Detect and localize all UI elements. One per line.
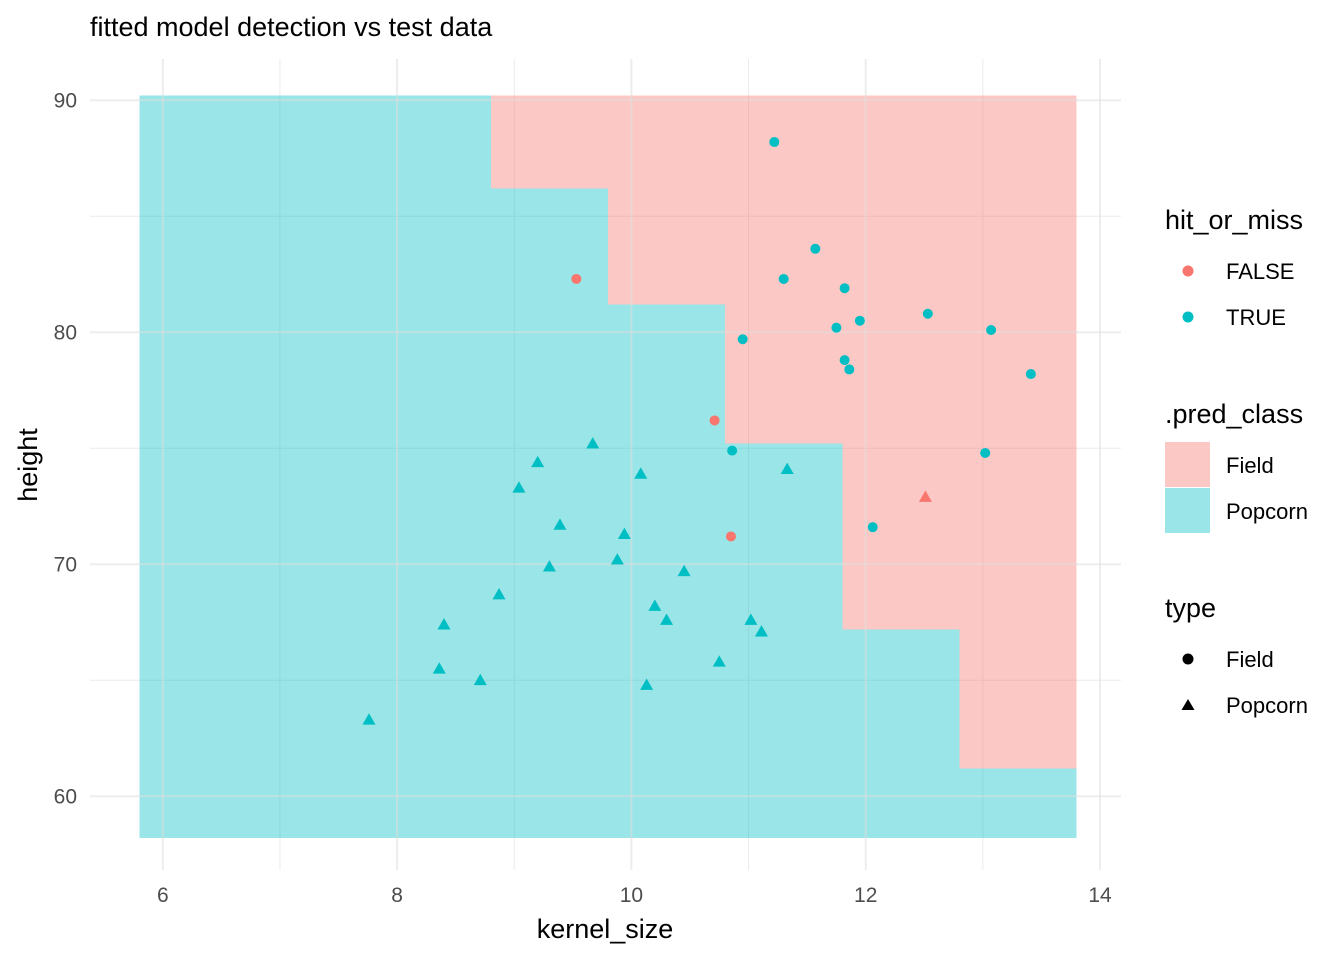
point-popcorn	[634, 467, 648, 479]
point-field	[709, 415, 720, 426]
legend-pred-class: .pred_class Field Popcorn	[1165, 399, 1308, 533]
point-field	[839, 283, 850, 294]
region-field	[725, 304, 1077, 444]
x-tick-label: 12	[854, 884, 877, 907]
point-field	[867, 522, 878, 533]
legend-title-pred-class: .pred_class	[1165, 399, 1303, 429]
point-field	[831, 322, 842, 333]
y-tick-label: 90	[54, 89, 77, 112]
point-field	[986, 324, 997, 335]
legend-type: type Field Popcorn	[1165, 593, 1308, 718]
x-tick-label: 14	[1088, 884, 1112, 907]
point-popcorn	[531, 455, 545, 468]
point-field	[844, 364, 855, 375]
plot-panel	[90, 59, 1121, 870]
x-tick-label: 6	[157, 884, 169, 907]
point-field	[922, 308, 933, 319]
legend-key-field-shape	[1182, 653, 1194, 665]
point-popcorn	[542, 560, 556, 572]
point-field	[980, 447, 991, 458]
y-axis-title: height	[13, 428, 43, 502]
point-popcorn	[744, 613, 758, 625]
point-popcorn	[617, 527, 631, 540]
point-popcorn	[553, 518, 567, 530]
legend-label-popcorn-region: Popcorn	[1226, 499, 1308, 524]
point-field	[737, 334, 748, 345]
x-axis-title: kernel_size	[537, 914, 674, 944]
region-popcorn	[490, 188, 608, 839]
point-popcorn	[648, 599, 662, 611]
legend-title-hit-or-miss: hit_or_miss	[1165, 205, 1303, 235]
legend-key-field-region	[1165, 442, 1210, 487]
grid-minor	[90, 59, 1121, 870]
region-field	[842, 443, 1077, 630]
point-popcorn	[660, 613, 674, 625]
prediction-regions	[139, 95, 1077, 839]
legend-key-popcorn-region	[1165, 488, 1210, 533]
point-field	[810, 243, 821, 254]
point-field	[1025, 369, 1036, 380]
legend: hit_or_miss FALSE TRUE .pred_class Field…	[1165, 205, 1308, 718]
point-field	[725, 531, 736, 542]
point-field	[727, 445, 738, 456]
point-popcorn	[780, 462, 794, 475]
point-field	[769, 137, 780, 148]
point-popcorn	[918, 490, 932, 502]
point-popcorn	[610, 553, 624, 565]
x-tick-label: 10	[620, 884, 643, 907]
region-field	[490, 95, 1077, 189]
x-axis-ticks: 6 8 10 12 14	[157, 884, 1112, 907]
point-popcorn	[362, 713, 376, 725]
y-tick-label: 80	[54, 321, 77, 344]
point-field	[839, 355, 850, 366]
region-popcorn	[959, 768, 1077, 839]
point-popcorn	[473, 673, 487, 686]
point-popcorn	[640, 678, 654, 690]
region-popcorn	[842, 629, 960, 839]
x-tick-label: 8	[391, 884, 403, 907]
point-popcorn	[677, 564, 691, 577]
legend-key-popcorn-shape	[1181, 699, 1195, 710]
point-popcorn	[712, 655, 726, 667]
point-field	[571, 273, 582, 284]
chart-title: fitted model detection vs test data	[90, 12, 493, 42]
legend-label-field-region: Field	[1226, 453, 1274, 478]
y-axis-ticks: 60 70 80 90	[54, 89, 77, 808]
point-popcorn	[437, 618, 451, 630]
legend-label-false: FALSE	[1226, 259, 1294, 284]
region-popcorn	[139, 95, 491, 839]
data-points	[362, 137, 1036, 725]
point-popcorn	[586, 437, 600, 449]
legend-label-field-shape: Field	[1226, 647, 1274, 672]
grid-major	[90, 59, 1121, 870]
point-popcorn	[492, 587, 506, 600]
legend-key-false	[1182, 265, 1194, 277]
point-field	[854, 315, 865, 326]
point-popcorn	[754, 625, 768, 637]
y-tick-label: 60	[54, 785, 77, 808]
y-tick-label: 70	[54, 553, 77, 576]
point-field	[778, 273, 789, 284]
region-field	[959, 629, 1077, 769]
region-popcorn	[607, 304, 726, 839]
point-popcorn	[512, 481, 526, 493]
legend-label-true: TRUE	[1226, 305, 1286, 330]
point-popcorn	[432, 662, 446, 674]
legend-hit-or-miss: hit_or_miss FALSE TRUE	[1165, 205, 1303, 330]
legend-label-popcorn-shape: Popcorn	[1226, 693, 1308, 718]
region-popcorn	[725, 443, 843, 839]
legend-key-true	[1182, 311, 1194, 323]
legend-title-type: type	[1165, 593, 1216, 623]
